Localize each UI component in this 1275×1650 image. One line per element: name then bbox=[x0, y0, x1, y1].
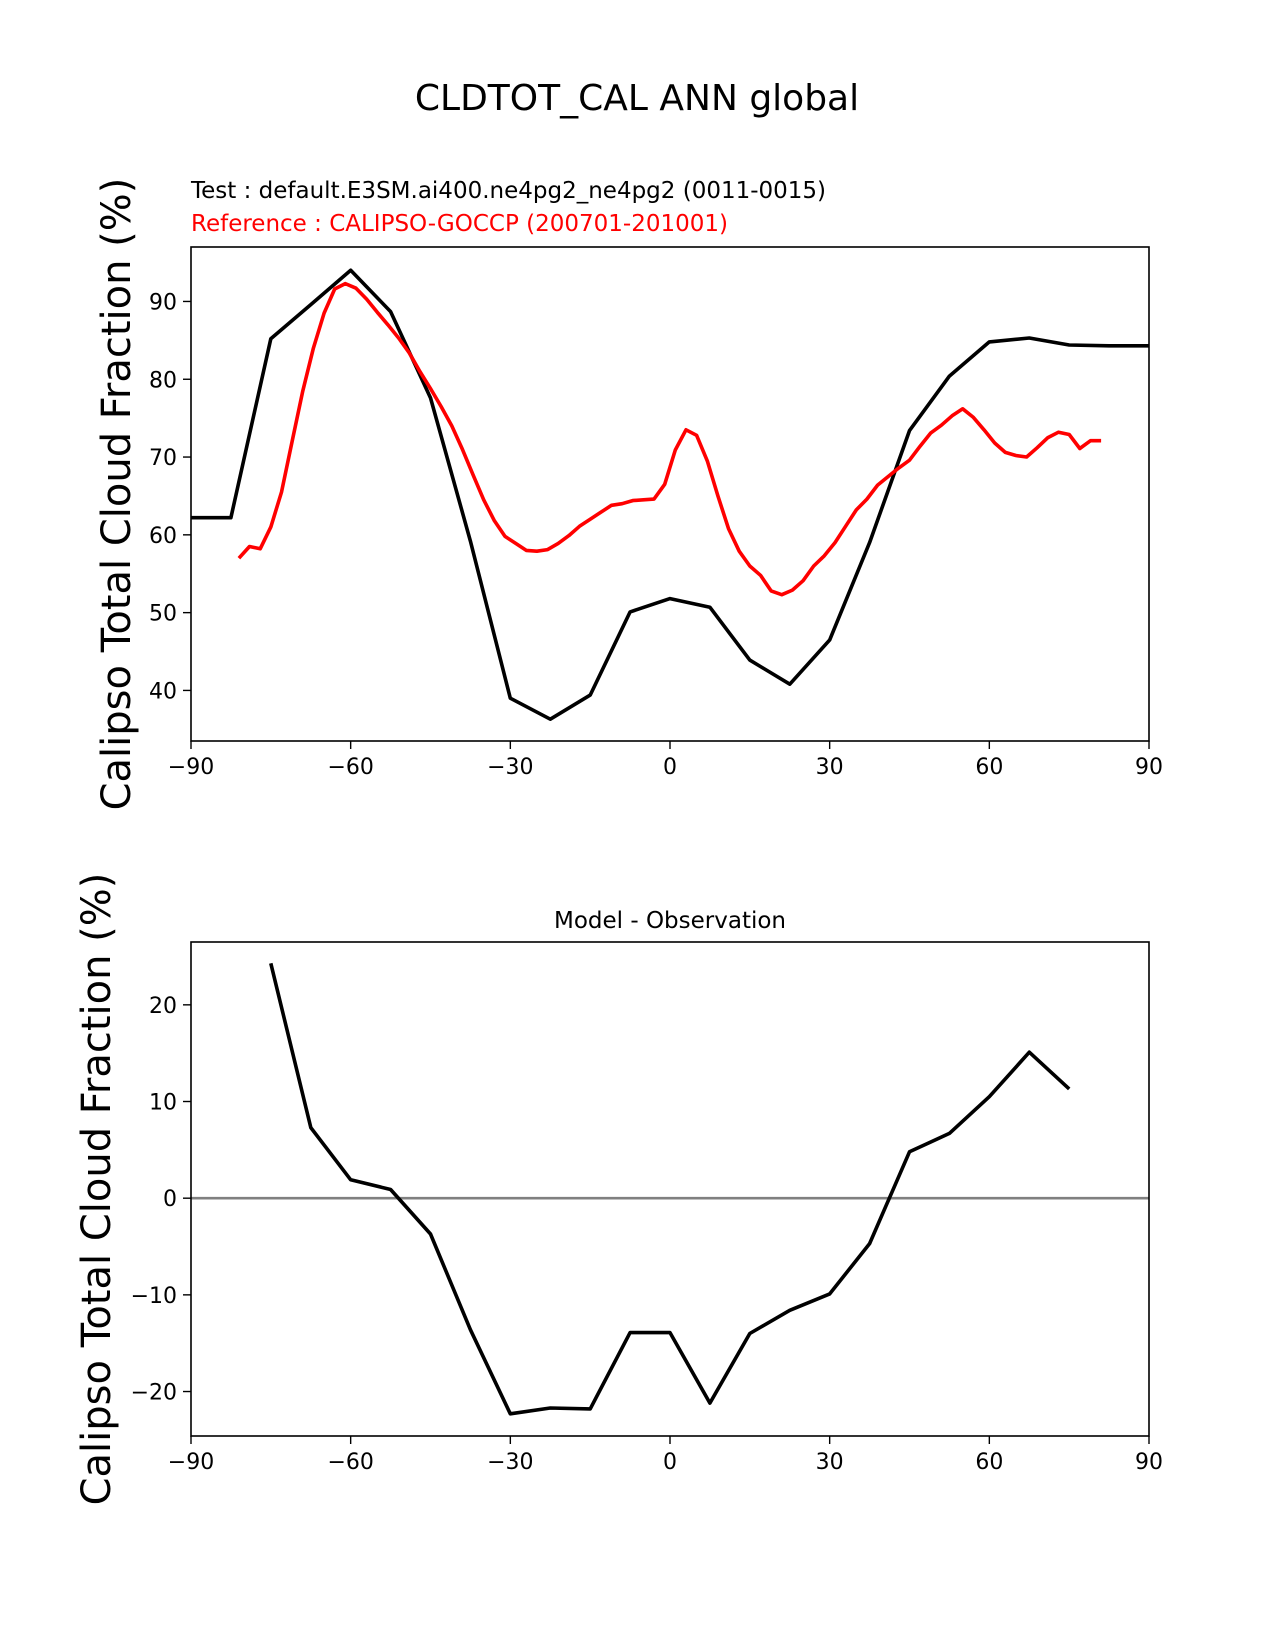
top-series-group bbox=[191, 268, 1149, 722]
top-x-tick-label: 0 bbox=[663, 755, 677, 780]
top-y-tick-label: 80 bbox=[149, 368, 177, 393]
top-panel: Test : default.E3SM.ai400.ne4pg2_ne4pg2 … bbox=[94, 178, 1163, 811]
top-test-label: Test : default.E3SM.ai400.ne4pg2_ne4pg2 … bbox=[190, 178, 826, 204]
bottom-y-tick-label: 0 bbox=[163, 1187, 177, 1212]
bottom-y-tick-label: 20 bbox=[149, 994, 177, 1019]
bottom-x-tick-label: −90 bbox=[168, 1450, 214, 1475]
bottom-x-tick-label: 60 bbox=[975, 1450, 1003, 1475]
top-y-axis-label: Calipso Total Cloud Fraction (%) bbox=[94, 178, 140, 811]
bottom-x-tick-label: 90 bbox=[1135, 1450, 1163, 1475]
top-x-tick-label: −30 bbox=[487, 755, 533, 780]
top-reference-label: Reference : CALIPSO-GOCCP (200701-201001… bbox=[191, 211, 728, 237]
bottom-panel-title: Model - Observation bbox=[554, 908, 786, 934]
top-x-tick-label: 30 bbox=[816, 755, 844, 780]
top-y-tick-label: 60 bbox=[149, 524, 177, 549]
top-y-tick-label: 40 bbox=[149, 679, 177, 704]
top-y-tick-label: 70 bbox=[149, 446, 177, 471]
bottom-y-axis-label: Calipso Total Cloud Fraction (%) bbox=[74, 873, 120, 1506]
bottom-y-tick-label: 10 bbox=[149, 1091, 177, 1116]
top-x-tick-label: −60 bbox=[327, 755, 373, 780]
bottom-x-tick-label: −30 bbox=[487, 1450, 533, 1475]
bottom-panel: Model - Observation Calipso Total Cloud … bbox=[74, 873, 1163, 1506]
top-x-tick-label: 60 bbox=[975, 755, 1003, 780]
figure-title: CLDTOT_CAL ANN global bbox=[415, 78, 859, 119]
top-y-tick-label: 90 bbox=[149, 290, 177, 315]
bottom-series-line-1 bbox=[269, 962, 1071, 1416]
top-y-tick-label: 50 bbox=[149, 602, 177, 627]
bottom-x-tick-label: 30 bbox=[816, 1450, 844, 1475]
top-series-line-1 bbox=[191, 268, 1149, 722]
bottom-y-tick-label: −10 bbox=[131, 1284, 177, 1309]
bottom-plot-frame bbox=[190, 941, 1150, 1437]
bottom-x-tick-label: 0 bbox=[663, 1450, 677, 1475]
bottom-y-tick-label: −20 bbox=[131, 1381, 177, 1406]
bottom-series-group bbox=[191, 962, 1149, 1416]
bottom-x-tick-label: −60 bbox=[327, 1450, 373, 1475]
top-axes-ticks: −90 −60 −30 0 30 60 90 40 50 60 70 80 90 bbox=[149, 290, 1163, 780]
bottom-axes-ticks: −90 −60 −30 0 30 60 90 −20 −10 0 10 20 bbox=[131, 994, 1163, 1475]
top-series-line-2 bbox=[237, 281, 1102, 597]
top-plot-frame bbox=[190, 246, 1150, 742]
top-x-tick-label: 90 bbox=[1135, 755, 1163, 780]
top-x-tick-label: −90 bbox=[168, 755, 214, 780]
